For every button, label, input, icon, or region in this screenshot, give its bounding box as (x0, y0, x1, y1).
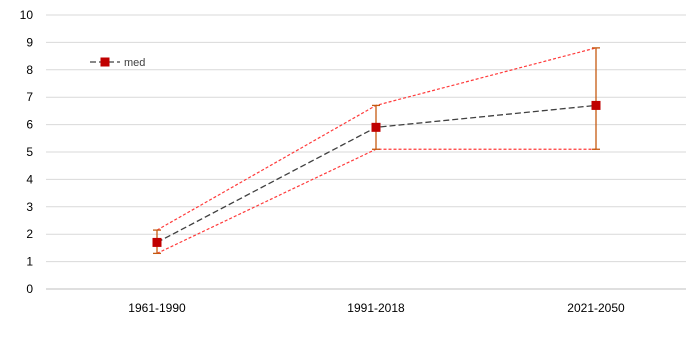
y-tick-label: 3 (26, 200, 33, 214)
x-tick-label: 1961-1990 (128, 301, 186, 315)
y-tick-label: 9 (26, 35, 33, 49)
y-tick-label: 10 (20, 8, 34, 22)
data-point-marker (152, 237, 162, 247)
legend-label: med (124, 57, 145, 69)
legend-marker-swatch (100, 57, 110, 67)
series-med (152, 100, 601, 247)
y-tick-label: 5 (26, 145, 33, 159)
lower-bound-line (156, 148, 596, 254)
legend: med (90, 57, 145, 69)
error-bars (153, 47, 600, 255)
y-tick-label: 6 (26, 118, 33, 132)
y-tick-label: 2 (26, 227, 33, 241)
gridlines (46, 14, 686, 263)
y-tick-label: 8 (26, 63, 33, 77)
y-tick-label: 4 (26, 172, 33, 186)
x-axis: 1961-1990 1991-2018 2021-2050 (46, 288, 686, 315)
y-axis: 0 1 2 3 4 5 6 7 8 9 10 (20, 8, 34, 296)
data-point-marker (371, 122, 381, 132)
y-tick-label: 1 (26, 255, 33, 269)
y-tick-label: 7 (26, 90, 33, 104)
y-tick-label: 0 (26, 282, 33, 296)
x-tick-label: 1991-2018 (347, 301, 405, 315)
data-point-marker (591, 100, 601, 110)
x-tick-label: 2021-2050 (567, 301, 625, 315)
bound-lines (156, 47, 597, 254)
